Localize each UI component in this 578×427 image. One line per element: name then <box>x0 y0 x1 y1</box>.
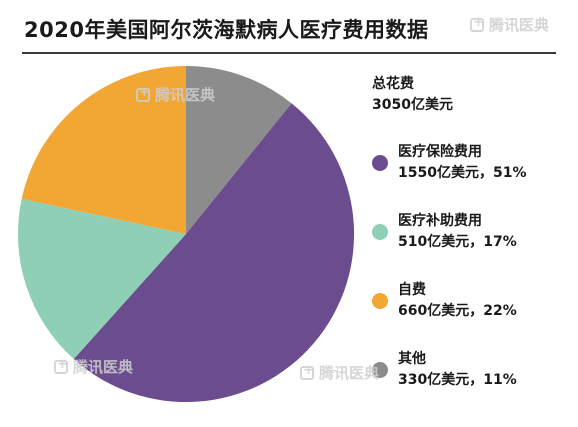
watermark-logo-icon <box>470 15 484 32</box>
legend-label: 医疗保险费用 <box>398 144 482 160</box>
pie-chart <box>17 66 355 403</box>
legend-value: 660亿美元，22% <box>398 303 517 319</box>
pie-slice-1 <box>73 103 355 403</box>
legend-value: 510亿美元，17% <box>398 234 517 250</box>
watermark-text: 腾讯医典 <box>155 86 216 104</box>
total-label: 总花费 <box>372 76 414 92</box>
watermark-logo-icon <box>54 357 68 374</box>
watermark-logo-icon <box>136 85 150 102</box>
title-divider <box>22 52 556 54</box>
legend-item: 其他 330亿美元，11% <box>372 349 572 392</box>
legend-swatch <box>372 224 388 240</box>
legend-item: 自费 660亿美元，22% <box>372 280 572 323</box>
legend-swatch <box>372 155 388 171</box>
pie-slice-0 <box>186 66 292 234</box>
pie-slice-3 <box>21 66 187 234</box>
watermark-logo-icon <box>300 363 314 380</box>
watermark: 腾讯医典 <box>470 14 549 35</box>
legend-value: 1550亿美元，51% <box>398 165 527 181</box>
pie-slice-2 <box>17 198 186 360</box>
watermark: 腾讯医典 <box>136 84 215 105</box>
watermark-text: 腾讯医典 <box>73 358 134 376</box>
legend-label: 自费 <box>398 282 426 298</box>
watermark: 腾讯医典 <box>54 356 133 377</box>
chart-title: 2020年美国阿尔茨海默病人医疗费用数据 <box>24 18 429 42</box>
legend-swatch <box>372 362 388 378</box>
legend-swatch <box>372 293 388 309</box>
legend-label: 其他 <box>398 351 426 367</box>
watermark-text: 腾讯医典 <box>319 364 380 382</box>
legend-item: 医疗保险费用 1550亿美元，51% <box>372 142 572 185</box>
legend: 总花费 3050亿美元 医疗保险费用 1550亿美元，51% 医疗补助费用 510亿美… <box>372 74 572 418</box>
legend-item: 医疗补助费用 510亿美元，17% <box>372 211 572 254</box>
legend-label: 医疗补助费用 <box>398 213 482 229</box>
watermark: 腾讯医典 <box>300 362 379 383</box>
total-value: 3050亿美元 <box>372 97 453 113</box>
watermark-text: 腾讯医典 <box>489 16 550 34</box>
legend-value: 330亿美元，11% <box>398 372 517 388</box>
